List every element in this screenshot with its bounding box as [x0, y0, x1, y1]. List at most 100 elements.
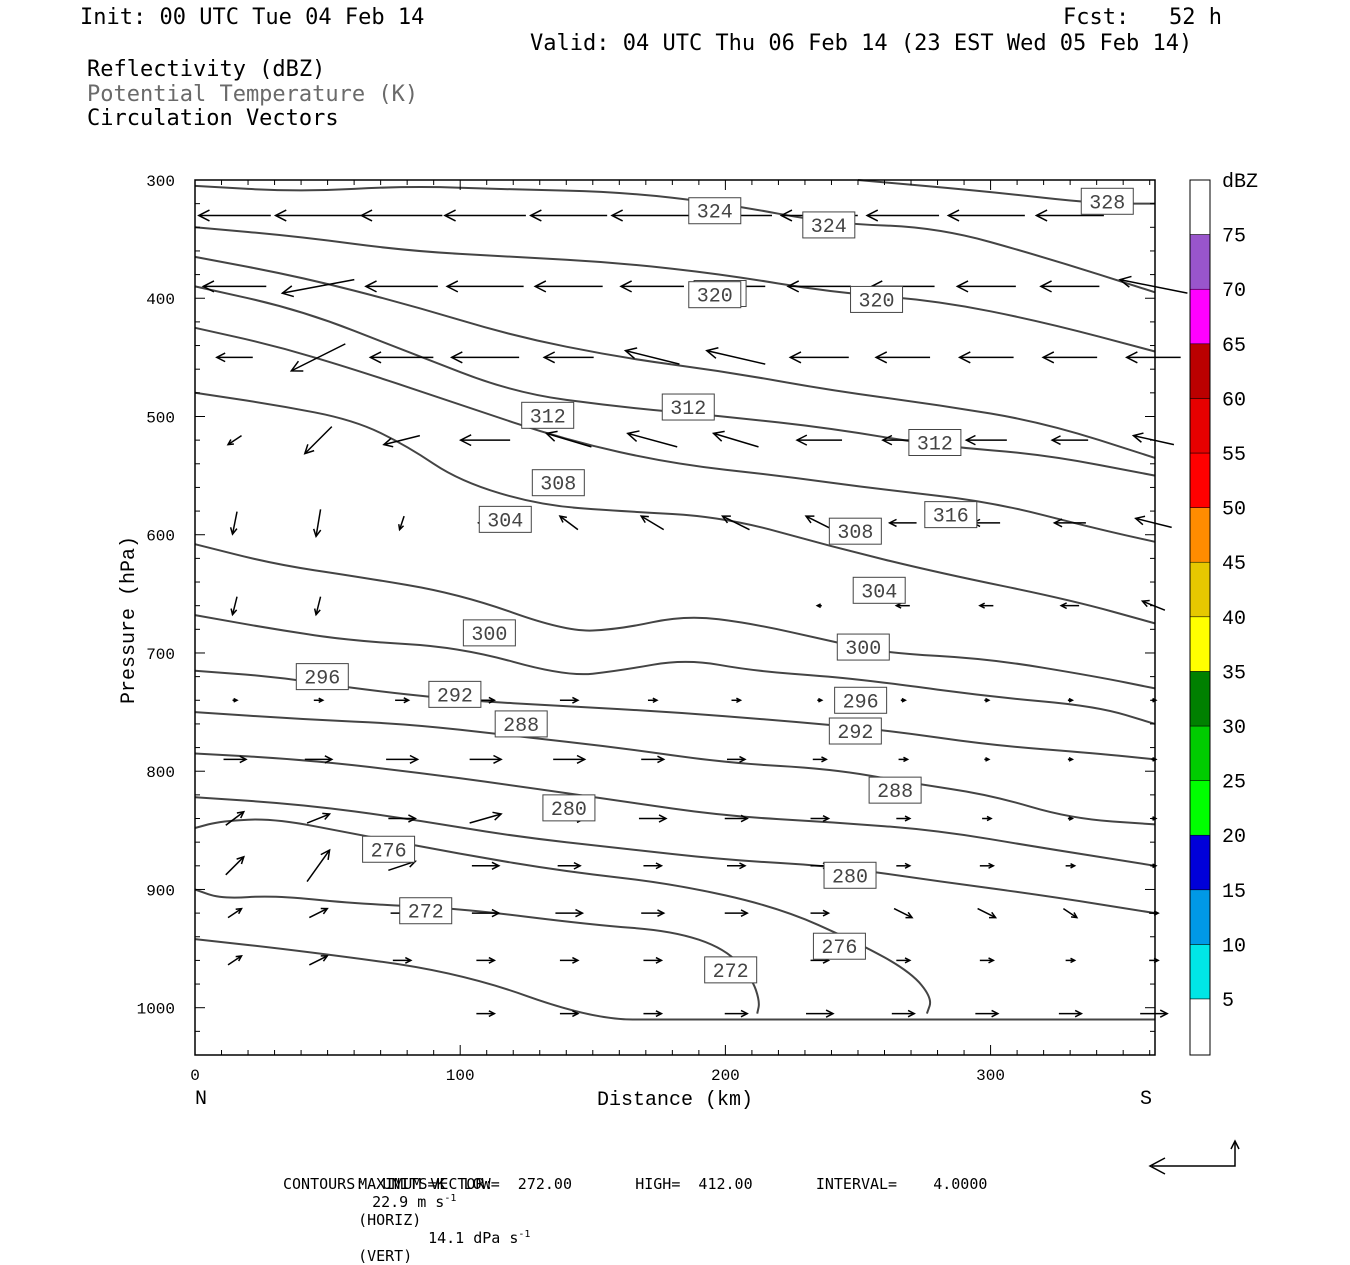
wind-vector-head [904, 815, 912, 822]
colorbar-segment [1189, 780, 1211, 836]
wind-vector-head [1125, 351, 1138, 364]
wind-vector-head [786, 280, 800, 293]
wind-vector-head [989, 911, 998, 919]
contour-label: 312 [670, 398, 706, 421]
wind-vector-head [1068, 756, 1075, 762]
wind-vector [706, 349, 766, 365]
wind-vector-head [740, 814, 749, 823]
wind-vector [225, 811, 245, 826]
wind-vector-head [865, 209, 879, 222]
wind-vector-head [368, 351, 382, 364]
wind-vector-head [988, 957, 996, 964]
wind-vector-head [280, 285, 295, 298]
wind-vector-head [1140, 599, 1150, 608]
dbz-colorbar: 5 10 15 20 25 30 35 40 45 50 55 60 65 70 75 [1189, 179, 1246, 1056]
contour-label: 288 [503, 715, 539, 738]
wind-vector-head [1070, 912, 1079, 919]
wind-vector-head [404, 956, 413, 964]
wind-vector-head [1159, 1009, 1169, 1018]
y-tick-label: 800 [146, 764, 175, 782]
contour-label: 292 [437, 685, 473, 708]
wind-vector-head [788, 351, 802, 364]
colorbar-segment [1189, 288, 1211, 345]
reference-vector-icon [1148, 1139, 1240, 1175]
contour-label-box [462, 619, 516, 647]
wind-vector [383, 434, 421, 446]
wind-vector-head [795, 434, 808, 446]
south-label: S [1140, 1088, 1152, 1111]
wind-vector-head [320, 848, 331, 860]
wind-vector-head [458, 434, 472, 447]
wind-vector-head [488, 956, 497, 964]
contour-label-box [836, 633, 890, 661]
wind-vector-head [313, 608, 321, 617]
contour-label-box [362, 835, 416, 863]
vert-value: 14.1 dPa s [428, 1229, 519, 1247]
contour-label-box [852, 576, 906, 604]
contour-labels: 272 272 276 276 280 280 288 288 292 292 296 296 300 3… [295, 187, 1134, 984]
wind-vector [231, 596, 238, 615]
colorbar-tick-label: 40 [1222, 608, 1246, 631]
wind-vector-head [572, 696, 580, 704]
valid-time: Valid: 04 UTC Thu 06 Feb 14 (23 EST Wed … [530, 31, 1193, 56]
colorbar-tick-label: 35 [1222, 662, 1246, 685]
contour-label: 304 [861, 581, 897, 604]
wind-vector [315, 509, 322, 537]
wind-vector-head [894, 602, 902, 609]
contour-label: 280 [551, 799, 587, 822]
wind-vector-head [721, 515, 731, 524]
colorbar-tick-label: 5 [1222, 990, 1234, 1013]
wind-vector-head [445, 280, 459, 293]
contour-label: 296 [843, 691, 879, 714]
distance-axis: 0 100 200 300 [190, 180, 1151, 1085]
wind-vector-head [491, 861, 501, 871]
colorbar-segment [1189, 616, 1211, 672]
wind-vector-head [229, 527, 238, 536]
wind-vector-head [492, 811, 503, 821]
wind-vector [1119, 278, 1188, 294]
field-label-theta: Potential Temperature (K) [87, 82, 419, 107]
contour-label: 272 [408, 902, 444, 925]
wind-vector-head [572, 1010, 580, 1018]
wind-vector-head [1131, 432, 1144, 443]
colorbar-segment [1189, 834, 1211, 891]
contour-label-box [428, 680, 482, 708]
wind-vector [977, 907, 996, 919]
wind-vector-head [364, 280, 377, 293]
wind-vector-head [736, 697, 743, 704]
wind-vector-head [1152, 756, 1158, 762]
cross-section-chart: 2722722762762802802882882922922962963003… [118, 171, 1258, 1175]
theta-contour-272 [194, 888, 760, 1014]
contour-label: 300 [471, 624, 507, 647]
colorbar-segment [1189, 452, 1211, 508]
wind-vector-head [1152, 863, 1158, 869]
colorbar-title: dBZ [1222, 171, 1258, 194]
theta-contour-296 [194, 614, 1156, 725]
colorbar-segment [1189, 671, 1211, 727]
wind-vector [1062, 907, 1078, 919]
colorbar-segment [1189, 944, 1211, 1000]
wind-vector-head [655, 956, 664, 964]
wind-vector-head [1068, 816, 1075, 821]
wind-vector-head [1074, 1009, 1084, 1018]
wind-vector [640, 515, 665, 531]
wind-vector-head [740, 909, 749, 917]
wind-vector-head [491, 908, 501, 918]
wind-vector-head [905, 911, 914, 919]
theta-contour-288 [194, 711, 1156, 826]
wind-vector-head [320, 907, 329, 915]
horiz-value: 22.9 m s [372, 1193, 445, 1211]
wind-vector-head [652, 697, 659, 704]
contour-label-box [1080, 187, 1134, 215]
wind-vector-head [1052, 518, 1063, 528]
colorbar-tick-label: 25 [1222, 772, 1246, 795]
horiz-exponent: -1 [444, 1193, 457, 1204]
contour-label: 328 [1089, 192, 1125, 215]
wind-vector-head [639, 515, 649, 524]
wind-vector [627, 432, 678, 448]
wind-vector [388, 860, 416, 872]
wind-vector-head [318, 697, 325, 704]
contour-label: 296 [304, 668, 340, 691]
wind-vector-head [215, 352, 226, 363]
colorbar-tick-label: 50 [1222, 499, 1246, 522]
